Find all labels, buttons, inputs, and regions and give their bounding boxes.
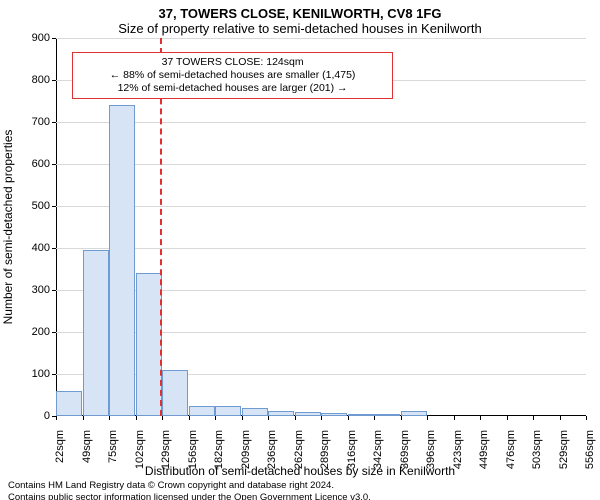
y-tick-label: 0 bbox=[44, 410, 56, 422]
x-tick-mark bbox=[136, 416, 137, 420]
x-tick-label: 369sqm bbox=[399, 430, 411, 469]
y-tick-label: 300 bbox=[32, 284, 56, 296]
y-tick-label: 200 bbox=[32, 326, 56, 338]
x-tick-mark bbox=[83, 416, 84, 420]
histogram-bar bbox=[401, 411, 427, 416]
x-tick-label: 182sqm bbox=[213, 430, 225, 469]
histogram-bar bbox=[268, 411, 294, 416]
histogram-bar bbox=[162, 370, 188, 416]
x-tick-mark bbox=[56, 416, 57, 420]
x-tick-label: 209sqm bbox=[240, 430, 252, 469]
x-tick-mark bbox=[533, 416, 534, 420]
gridline bbox=[56, 164, 586, 165]
x-tick-mark bbox=[215, 416, 216, 420]
x-tick-label: 556sqm bbox=[584, 430, 596, 469]
y-tick-label: 500 bbox=[32, 200, 56, 212]
histogram-bar bbox=[215, 406, 241, 417]
x-tick-label: 156sqm bbox=[187, 430, 199, 469]
chart-title-main: 37, TOWERS CLOSE, KENILWORTH, CV8 1FG bbox=[0, 0, 600, 21]
x-tick-mark bbox=[242, 416, 243, 420]
y-axis-label: Number of semi-detached properties bbox=[1, 130, 15, 325]
x-tick-label: 396sqm bbox=[425, 430, 437, 469]
x-tick-label: 423sqm bbox=[452, 430, 464, 469]
x-tick-label: 449sqm bbox=[478, 430, 490, 469]
gridline bbox=[56, 122, 586, 123]
histogram-bar bbox=[56, 391, 82, 416]
plot-area: Number of semi-detached properties 01002… bbox=[56, 38, 586, 416]
histogram-bar bbox=[109, 105, 135, 416]
x-tick-mark bbox=[427, 416, 428, 420]
annotation-line: ← 88% of semi-detached houses are smalle… bbox=[79, 69, 386, 82]
x-tick-label: 529sqm bbox=[558, 430, 570, 469]
x-tick-mark bbox=[295, 416, 296, 420]
x-tick-label: 102sqm bbox=[134, 430, 146, 469]
x-tick-mark bbox=[401, 416, 402, 420]
gridline bbox=[56, 38, 586, 39]
x-tick-label: 75sqm bbox=[107, 430, 119, 463]
y-tick-label: 600 bbox=[32, 158, 56, 170]
x-tick-mark bbox=[109, 416, 110, 420]
footer-line-1: Contains HM Land Registry data © Crown c… bbox=[8, 480, 592, 492]
y-tick-label: 800 bbox=[32, 74, 56, 86]
x-tick-label: 316sqm bbox=[346, 430, 358, 469]
footer-line-2: Contains public sector information licen… bbox=[8, 492, 592, 500]
histogram-bar bbox=[83, 250, 109, 416]
y-tick-label: 900 bbox=[32, 32, 56, 44]
x-tick-mark bbox=[189, 416, 190, 420]
x-tick-label: 236sqm bbox=[266, 430, 278, 469]
histogram-bar bbox=[295, 412, 321, 416]
x-tick-label: 476sqm bbox=[505, 430, 517, 469]
annotation-box: 37 TOWERS CLOSE: 124sqm← 88% of semi-det… bbox=[72, 52, 393, 99]
x-tick-label: 289sqm bbox=[319, 430, 331, 469]
histogram-bar bbox=[374, 414, 400, 416]
x-tick-mark bbox=[374, 416, 375, 420]
x-tick-mark bbox=[560, 416, 561, 420]
x-tick-mark bbox=[348, 416, 349, 420]
x-tick-mark bbox=[268, 416, 269, 420]
x-tick-mark bbox=[480, 416, 481, 420]
x-tick-label: 129sqm bbox=[160, 430, 172, 469]
annotation-line: 37 TOWERS CLOSE: 124sqm bbox=[79, 56, 386, 69]
y-tick-label: 700 bbox=[32, 116, 56, 128]
x-tick-label: 49sqm bbox=[81, 430, 93, 463]
gridline bbox=[56, 206, 586, 207]
histogram-bar bbox=[348, 414, 374, 416]
y-tick-label: 100 bbox=[32, 368, 56, 380]
histogram-bar bbox=[242, 408, 268, 416]
x-tick-mark bbox=[586, 416, 587, 420]
x-tick-mark bbox=[321, 416, 322, 420]
x-tick-label: 503sqm bbox=[531, 430, 543, 469]
histogram-bar bbox=[189, 406, 215, 417]
chart-area: Number of semi-detached properties 01002… bbox=[56, 38, 586, 416]
x-tick-label: 22sqm bbox=[54, 430, 66, 463]
y-axis-line bbox=[56, 38, 57, 416]
chart-title-sub: Size of property relative to semi-detach… bbox=[0, 21, 600, 38]
histogram-bar bbox=[321, 413, 347, 416]
chart-footer: Contains HM Land Registry data © Crown c… bbox=[0, 478, 600, 500]
histogram-bar bbox=[136, 273, 162, 416]
x-tick-mark bbox=[162, 416, 163, 420]
x-tick-mark bbox=[454, 416, 455, 420]
x-tick-label: 342sqm bbox=[372, 430, 384, 469]
x-tick-label: 262sqm bbox=[293, 430, 305, 469]
gridline bbox=[56, 248, 586, 249]
y-tick-label: 400 bbox=[32, 242, 56, 254]
x-tick-mark bbox=[507, 416, 508, 420]
annotation-line: 12% of semi-detached houses are larger (… bbox=[79, 82, 386, 95]
